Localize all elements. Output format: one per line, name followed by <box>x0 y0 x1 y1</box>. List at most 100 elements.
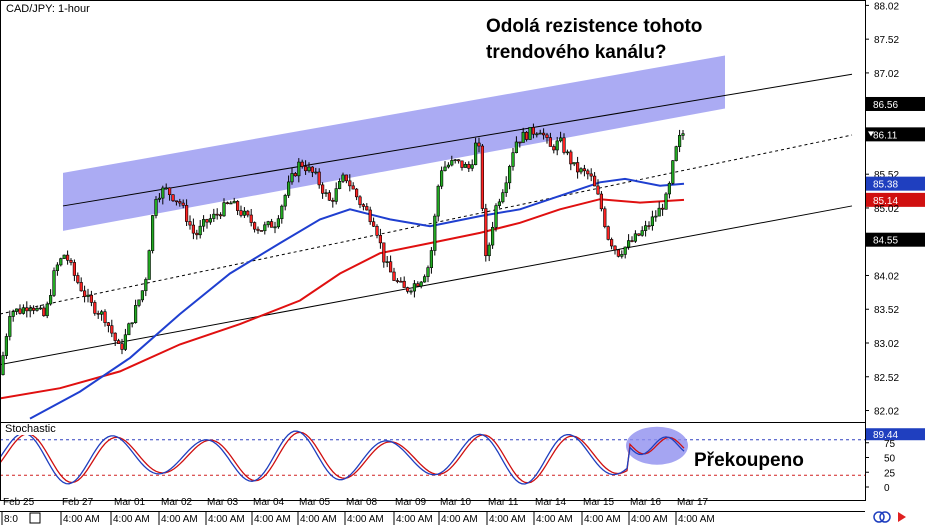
candle-body <box>164 187 168 190</box>
candle-body <box>195 232 199 236</box>
candle <box>140 290 145 303</box>
candle <box>4 333 8 360</box>
candle <box>276 215 281 229</box>
date-label: Feb 25 <box>3 497 35 508</box>
date-label: Mar 08 <box>346 497 378 508</box>
candle <box>647 221 651 230</box>
candle-body <box>134 305 138 323</box>
candle <box>453 158 457 164</box>
candle <box>290 168 294 185</box>
candle-body <box>671 160 675 184</box>
candle <box>28 305 32 318</box>
candle-body <box>388 261 393 273</box>
candle <box>334 182 338 205</box>
candle-body <box>470 164 474 169</box>
candle <box>521 127 525 143</box>
candle <box>134 299 138 324</box>
candle-body <box>103 311 107 323</box>
candle-body <box>110 325 114 334</box>
candle-body <box>633 233 637 242</box>
candle <box>609 237 614 250</box>
date-label: Mar 09 <box>395 497 427 508</box>
candle-body <box>623 246 627 255</box>
date-label: Mar 17 <box>677 497 709 508</box>
candle-body <box>307 166 311 172</box>
candle <box>317 168 321 189</box>
candle <box>297 158 301 183</box>
candle <box>42 305 46 317</box>
candle <box>507 164 512 190</box>
candle <box>365 203 369 211</box>
candle-body <box>660 207 665 210</box>
candle-body <box>562 137 566 153</box>
candle <box>528 127 532 140</box>
candle-body <box>327 192 332 201</box>
candle-body <box>266 221 270 226</box>
candle-body <box>215 213 219 216</box>
stochastic-tick-label: 25 <box>884 468 896 479</box>
time-label: 4:00 AM <box>63 514 100 525</box>
candle <box>171 194 175 203</box>
candle-body <box>412 283 417 292</box>
candle <box>426 265 430 283</box>
candle <box>103 309 107 327</box>
candle <box>269 218 274 228</box>
candle-body <box>253 222 257 230</box>
candle <box>572 162 576 167</box>
candle <box>490 221 495 249</box>
channel-mid-line <box>0 134 853 315</box>
candle-body <box>147 250 151 280</box>
candle <box>606 225 610 241</box>
candle <box>535 132 539 138</box>
candle <box>263 221 267 235</box>
candle <box>157 193 162 203</box>
candle-body <box>331 199 335 202</box>
candle-body <box>181 202 185 206</box>
candle <box>351 182 355 190</box>
candle-body <box>297 161 301 177</box>
candle-body <box>72 262 76 276</box>
price-tick-label: 87.52 <box>874 35 899 46</box>
candle <box>242 207 247 219</box>
candle-body <box>48 295 53 305</box>
candle <box>225 201 230 205</box>
candle-body <box>650 216 654 227</box>
candle-body <box>66 254 70 261</box>
candle-body <box>341 174 345 182</box>
candle <box>623 246 627 259</box>
candle-body <box>320 184 325 194</box>
candle-body <box>188 221 192 226</box>
candle-body <box>123 334 127 350</box>
candle <box>388 255 393 273</box>
candle-body <box>191 224 196 234</box>
candle-body <box>371 221 376 227</box>
candle <box>467 161 471 173</box>
price-tick-label: 84.02 <box>874 271 899 282</box>
date-label: Mar 11 <box>488 497 519 508</box>
candle-body <box>589 173 593 177</box>
candle-body <box>256 228 260 231</box>
candle <box>195 229 199 240</box>
candle <box>395 278 400 284</box>
date-label: Mar 14 <box>535 497 567 508</box>
candle <box>630 236 634 243</box>
candle-body <box>76 275 80 283</box>
candle-body <box>392 271 396 281</box>
candle-body <box>174 200 179 203</box>
time-label: 4:00 AM <box>300 514 337 525</box>
candle <box>446 162 451 169</box>
candle <box>545 132 549 144</box>
candle <box>371 217 376 227</box>
candle <box>378 228 383 249</box>
candle-body <box>59 258 63 266</box>
candle <box>620 250 624 259</box>
candle <box>399 277 403 283</box>
candle <box>48 289 53 306</box>
candle-body <box>38 307 42 310</box>
candle-body <box>552 146 556 151</box>
candle-body <box>613 245 617 251</box>
candle <box>266 220 270 228</box>
candle-body <box>528 127 532 140</box>
candle <box>96 310 100 319</box>
